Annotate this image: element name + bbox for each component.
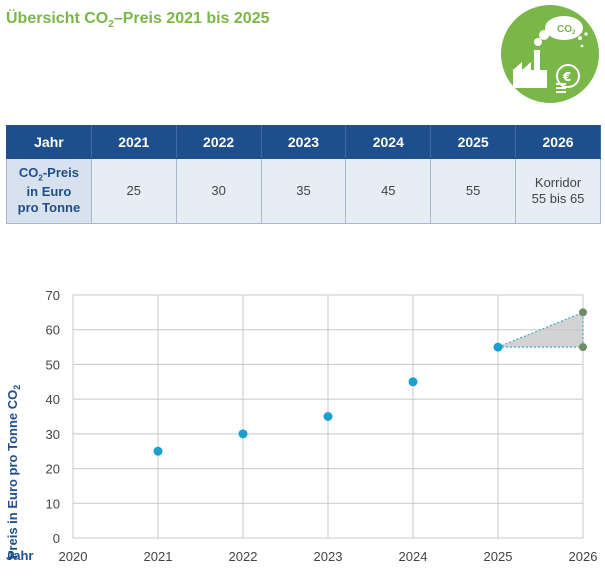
page-title: Übersicht CO2–Preis 2021 bis 2025 — [6, 10, 270, 31]
x-tick-label: 2021 — [144, 549, 173, 564]
table-header-cell: 2021 — [90, 125, 177, 159]
corridor-layer — [497, 308, 587, 352]
x-tick-label: 2025 — [484, 549, 513, 564]
table-header-cell: 2025 — [430, 125, 517, 159]
table-header-cell: 2026 — [515, 125, 601, 159]
table-cell: 25 — [90, 158, 177, 224]
data-point — [153, 446, 163, 456]
corridor-area — [498, 312, 583, 348]
x-tick-labels: 2020 2021 2022 2023 2024 2025 2026 — [59, 549, 598, 564]
table-cell-corridor: Korridor 55 bis 65 — [515, 158, 601, 224]
y-tick-label: 60 — [46, 323, 60, 338]
y-tick-label: 70 — [46, 288, 60, 303]
x-axis-label: Jahr — [6, 548, 33, 563]
x-tick-label: 2023 — [314, 549, 343, 564]
table-header-cell: 2022 — [175, 125, 262, 159]
x-tick-label: 2026 — [569, 549, 598, 564]
plot-border — [72, 294, 584, 539]
price-table: Jahr 2021 2022 2023 2024 2025 2026 CO2-P… — [6, 125, 601, 224]
y-tick-labels: 0 10 20 30 40 50 60 70 — [46, 288, 60, 546]
table-cell: 45 — [345, 158, 432, 224]
y-tick-label: 30 — [46, 427, 60, 442]
x-tick-label: 2020 — [59, 549, 88, 564]
y-tick-label: 0 — [53, 531, 60, 546]
y-tick-label: 10 — [46, 496, 60, 511]
data-point — [323, 412, 333, 421]
corridor-high-point — [579, 308, 587, 317]
co2-price-chart: 2020 2021 2022 2023 2024 2025 2026 0 10 20 30 40 50… — [5, 288, 598, 564]
table-header-cell: 2023 — [260, 125, 347, 159]
table-header-row: Jahr 2021 2022 2023 2024 2025 2026 — [6, 125, 601, 159]
table-cell: 30 — [175, 158, 262, 224]
table-header-cell: Jahr — [6, 125, 92, 159]
x-tick-label: 2022 — [229, 549, 258, 564]
y-tick-label: 50 — [46, 357, 60, 372]
y-tick-label: 20 — [46, 462, 60, 477]
corridor-high-line — [497, 311, 584, 348]
table-header-cell: 2024 — [345, 125, 432, 159]
corridor-low-point — [579, 343, 587, 352]
x-tick-label: 2024 — [399, 549, 428, 564]
table-row-label: CO2-Preis in Euro pro Tonne — [6, 158, 92, 224]
points-layer — [153, 342, 503, 456]
table-row: CO2-Preis in Euro pro Tonne 25 30 35 45 … — [6, 158, 601, 224]
table-cell: 35 — [260, 158, 347, 224]
y-tick-label: 40 — [46, 392, 60, 407]
logo-co2-text: CO2 — [557, 24, 576, 36]
data-point — [493, 342, 503, 352]
chart-grid — [72, 294, 584, 539]
euro-coin-icon — [556, 64, 580, 88]
data-point — [238, 429, 248, 439]
svg-text:€: € — [562, 70, 571, 84]
co2-factory-logo-icon: CO2 € — [501, 5, 599, 103]
y-axis-label: Preis in Euro pro Tonne CO2 — [5, 385, 22, 560]
data-point — [408, 377, 418, 387]
table-cell: 55 — [430, 158, 517, 224]
